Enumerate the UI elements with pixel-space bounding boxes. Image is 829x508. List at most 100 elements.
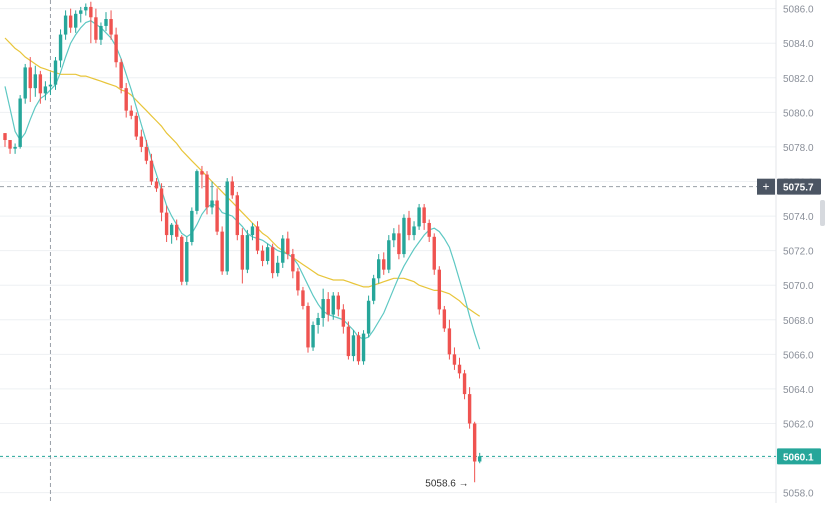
candle[interactable] [38, 70, 43, 104]
candle-body[interactable] [139, 136, 144, 147]
candle-body[interactable] [366, 300, 371, 334]
candle-body[interactable] [281, 238, 285, 263]
candle[interactable] [301, 286, 305, 310]
candle-body[interactable] [457, 364, 462, 374]
candle[interactable] [331, 292, 335, 320]
candle-body[interactable] [205, 174, 209, 208]
candle-body[interactable] [225, 181, 229, 272]
candle-body[interactable] [392, 233, 396, 241]
candle-body[interactable] [200, 171, 204, 175]
candle-body[interactable] [276, 262, 280, 274]
candle[interactable] [74, 10, 78, 33]
candle[interactable] [478, 452, 482, 464]
candle-body[interactable] [382, 259, 386, 270]
candle-body[interactable] [210, 200, 214, 208]
candle-body[interactable] [129, 110, 133, 116]
candle[interactable] [326, 292, 330, 322]
crosshair-add-button[interactable] [757, 178, 775, 195]
candle-body[interactable] [286, 238, 290, 255]
candle-body[interactable] [260, 250, 265, 262]
candle-body[interactable] [462, 373, 467, 395]
candle[interactable] [89, 1, 93, 44]
candle[interactable] [84, 3, 88, 16]
candle-body[interactable] [23, 67, 27, 99]
candle-body[interactable] [306, 305, 310, 348]
candle-body[interactable] [341, 309, 346, 327]
candle-body[interactable] [412, 226, 416, 236]
candle[interactable] [462, 369, 467, 400]
candle-body[interactable] [114, 34, 118, 63]
candle-body[interactable] [447, 328, 452, 355]
candle-body[interactable] [472, 423, 477, 462]
candle[interactable] [412, 221, 416, 241]
candle[interactable] [457, 357, 462, 379]
candle[interactable] [417, 203, 421, 230]
candle-body[interactable] [371, 278, 376, 301]
candle-body[interactable] [316, 318, 320, 325]
candle[interactable] [240, 228, 245, 284]
candle-body[interactable] [169, 224, 174, 236]
candle-body[interactable] [190, 210, 194, 242]
candle[interactable] [316, 312, 320, 334]
candle-body[interactable] [336, 295, 340, 310]
candle[interactable] [361, 330, 366, 365]
candle-body[interactable] [28, 67, 32, 89]
candle-body[interactable] [13, 146, 17, 149]
candle-body[interactable] [437, 269, 441, 310]
candle[interactable] [18, 95, 22, 149]
candle[interactable] [255, 221, 260, 255]
candle-body[interactable] [68, 15, 73, 28]
candle[interactable] [427, 219, 431, 242]
candle[interactable] [43, 81, 48, 101]
candle[interactable] [270, 243, 275, 279]
candle[interactable] [169, 222, 174, 244]
candle-body[interactable] [215, 200, 219, 232]
candle-body[interactable] [63, 15, 68, 35]
candle-body[interactable] [180, 236, 184, 282]
candle[interactable] [452, 347, 457, 370]
candle-body[interactable] [99, 25, 103, 40]
candle[interactable] [205, 171, 209, 215]
candle-body[interactable] [119, 62, 123, 89]
candle[interactable] [377, 254, 381, 284]
candle-body[interactable] [230, 181, 234, 196]
candle[interactable] [447, 319, 452, 360]
candle-body[interactable] [351, 335, 356, 357]
plus-icon[interactable]: + [762, 180, 769, 194]
candle[interactable] [407, 210, 411, 241]
candle-body[interactable] [175, 224, 179, 237]
candle[interactable] [28, 57, 32, 102]
candle[interactable] [8, 140, 12, 154]
candle[interactable] [3, 133, 7, 147]
candle[interactable] [53, 57, 58, 90]
candle-body[interactable] [296, 271, 300, 291]
candle-body[interactable] [377, 259, 381, 279]
candle-body[interactable] [417, 207, 421, 227]
candle[interactable] [13, 143, 17, 154]
candle[interactable] [387, 235, 391, 274]
candle-body[interactable] [427, 222, 431, 237]
candle[interactable] [48, 72, 53, 96]
candle[interactable] [432, 233, 436, 275]
candle-body[interactable] [220, 231, 224, 272]
candle-body[interactable] [250, 226, 255, 236]
candle-body[interactable] [407, 217, 411, 236]
candle-body[interactable] [79, 10, 83, 14]
candle[interactable] [356, 331, 361, 365]
candle[interactable] [442, 305, 447, 332]
candle-body[interactable] [144, 146, 149, 161]
candle[interactable] [23, 63, 27, 104]
candle-body[interactable] [149, 160, 154, 182]
candle[interactable] [190, 207, 194, 246]
candle[interactable] [291, 248, 295, 279]
candle[interactable] [341, 304, 346, 334]
candle-body[interactable] [432, 236, 436, 270]
candle-body[interactable] [94, 17, 98, 40]
candle[interactable] [306, 302, 310, 353]
candle[interactable] [230, 176, 234, 199]
candle[interactable] [149, 153, 154, 185]
candle[interactable] [321, 288, 325, 327]
candle[interactable] [210, 181, 214, 215]
candle-body[interactable] [8, 140, 12, 149]
candle-body[interactable] [43, 86, 48, 94]
